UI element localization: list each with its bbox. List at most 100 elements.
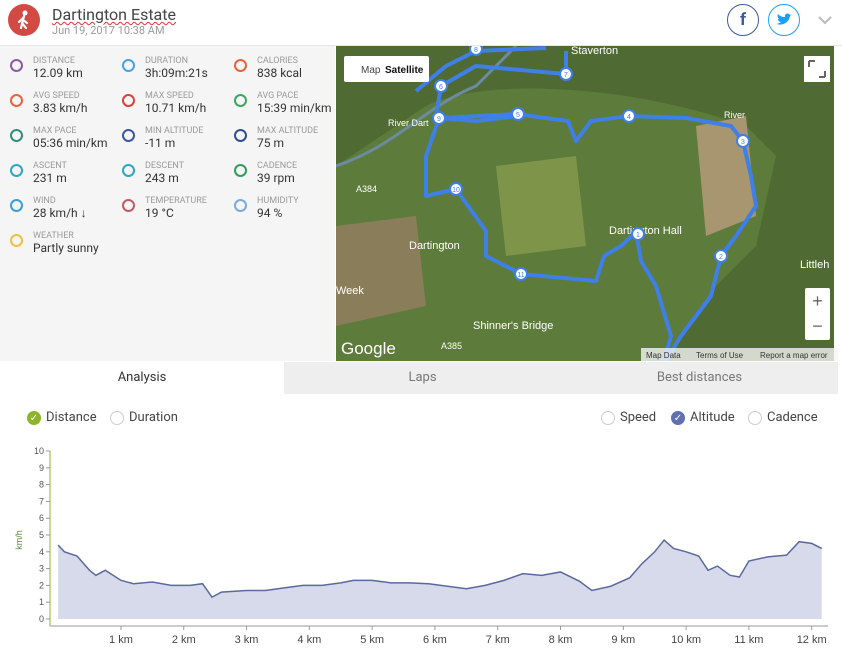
stat-label: WEATHER	[33, 231, 74, 241]
toggle[interactable]: Cadence	[748, 410, 818, 425]
y-tick-label: 9	[39, 463, 44, 473]
stat-label: DISTANCE	[33, 56, 75, 66]
map-type-control	[344, 56, 429, 82]
stat-label: AVG SPEED	[33, 91, 80, 101]
x-tick-label: 4 km	[297, 634, 321, 646]
line	[57, 538, 823, 599]
route-marker-label: 4	[627, 114, 631, 121]
stat-icon	[234, 129, 247, 142]
stat-label: WIND	[33, 196, 56, 206]
stat-value: 05:36 min/km	[33, 136, 108, 150]
route-marker	[432, 111, 446, 125]
toggle-circle: ✓	[27, 410, 41, 425]
fullscreen-button[interactable]	[804, 56, 830, 82]
twitter-button[interactable]	[768, 4, 800, 36]
toggle-label: Distance	[46, 410, 97, 425]
tab[interactable]: Laps	[284, 362, 561, 394]
x-tick-label: 12 km	[797, 634, 827, 646]
stat-value: 3h:09m:21s	[145, 66, 208, 80]
stat-label: MIN ALTITUDE	[145, 126, 204, 136]
y-tick-label: 8	[39, 480, 44, 490]
area	[58, 540, 822, 619]
map-button[interactable]: Satellite	[385, 65, 424, 76]
map[interactable]: + − Map Satellite Google Map Data Terms of U…	[336, 46, 838, 361]
map-footer-link[interactable]: Map Data	[646, 351, 681, 360]
toggle[interactable]: Duration	[110, 410, 178, 425]
route-marker	[736, 134, 750, 148]
stat-value: 75 m	[257, 136, 284, 150]
x-tick-label: 7 km	[486, 634, 510, 646]
map-footer	[641, 348, 838, 361]
stat-value: 10.71 km/h	[145, 101, 207, 115]
place-label: Staverton	[571, 46, 618, 57]
place-label: Littleh	[800, 259, 829, 271]
stat-label: ASCENT	[33, 161, 67, 171]
toggle[interactable]: ✓ Altitude	[671, 410, 735, 425]
map-button[interactable]: Map	[361, 65, 381, 76]
stat-value: 231 m	[33, 171, 67, 185]
stat-value: 12.09 km	[33, 66, 83, 80]
fullscreen-icon	[808, 60, 826, 78]
toggle-label: Altitude	[690, 410, 735, 425]
collapse-chevron[interactable]	[817, 14, 833, 26]
stat-value: Partly sunny	[33, 241, 99, 255]
stat-icon	[10, 199, 23, 212]
zoom-control	[805, 288, 830, 340]
stat-value: 39 rpm	[257, 171, 295, 185]
tab[interactable]: Analysis	[0, 362, 284, 394]
walk-icon	[17, 10, 29, 30]
title: Dartington Estate	[52, 5, 176, 24]
place-label: Shinner's Bridge	[473, 320, 553, 332]
route-marker	[514, 267, 528, 281]
stat-icon	[234, 59, 247, 72]
place-label: Dartington	[409, 240, 460, 252]
zoom-in[interactable]: +	[812, 291, 823, 311]
map-field	[496, 156, 586, 256]
place-label: Dartington Hall	[609, 225, 682, 237]
route-marker	[449, 182, 463, 196]
y-tick-label: 2	[39, 580, 44, 590]
route-marker	[434, 79, 448, 93]
map-footer-link[interactable]: Report a map error	[760, 351, 828, 360]
toggle[interactable]: Speed	[601, 410, 656, 425]
route-marker	[511, 107, 525, 121]
stat-value: 15:39 min/km	[257, 101, 332, 115]
route-marker-label: 11	[517, 272, 524, 279]
stat-icon	[10, 59, 23, 72]
route-marker-label: 9	[437, 116, 441, 123]
stat-value: 243 m	[145, 171, 179, 185]
route-marker-label: 3	[741, 139, 745, 146]
stat-icon	[122, 129, 135, 142]
route-marker-label: 1	[636, 232, 640, 239]
toggle[interactable]: ✓ Distance	[27, 410, 97, 425]
zoom-out[interactable]: −	[812, 316, 823, 336]
y-tick-label: 4	[39, 547, 44, 557]
header: Dartington Estate Jun 19, 2017 10:38 AM …	[0, 0, 842, 46]
stat-icon	[10, 164, 23, 177]
x-tick-label: 1 km	[109, 634, 133, 646]
map-footer-link[interactable]: Terms of Use	[696, 351, 744, 360]
toggle-label: Speed	[620, 410, 657, 425]
stat-label: MAX ALTITUDE	[257, 126, 319, 136]
toggle-circle: ✓	[671, 410, 685, 425]
tab[interactable]: Best distances	[561, 362, 838, 394]
toggle-label: Cadence	[767, 410, 818, 425]
stat-icon	[234, 94, 247, 107]
x-tick-label: 11 km	[734, 634, 763, 646]
stat-icon	[234, 199, 247, 212]
stat-icon	[234, 164, 247, 177]
route-marker-label: 6	[439, 84, 443, 91]
toggle-circle	[601, 410, 615, 425]
stat-value: 94 %	[257, 206, 283, 220]
route-marker-label: 7	[564, 72, 568, 79]
route-marker	[559, 67, 573, 81]
stat-value: 28 km/h ↓	[33, 206, 87, 220]
stat-icon	[10, 129, 23, 142]
facebook-button[interactable]: f	[727, 4, 759, 36]
stat-label: AVG PACE	[257, 91, 299, 101]
river	[336, 46, 518, 168]
date: Jun 19, 2017 10:38 AM	[52, 24, 165, 37]
route-marker	[714, 249, 728, 263]
toggle-circle	[748, 410, 762, 425]
route-marker-label: 5	[516, 112, 520, 119]
